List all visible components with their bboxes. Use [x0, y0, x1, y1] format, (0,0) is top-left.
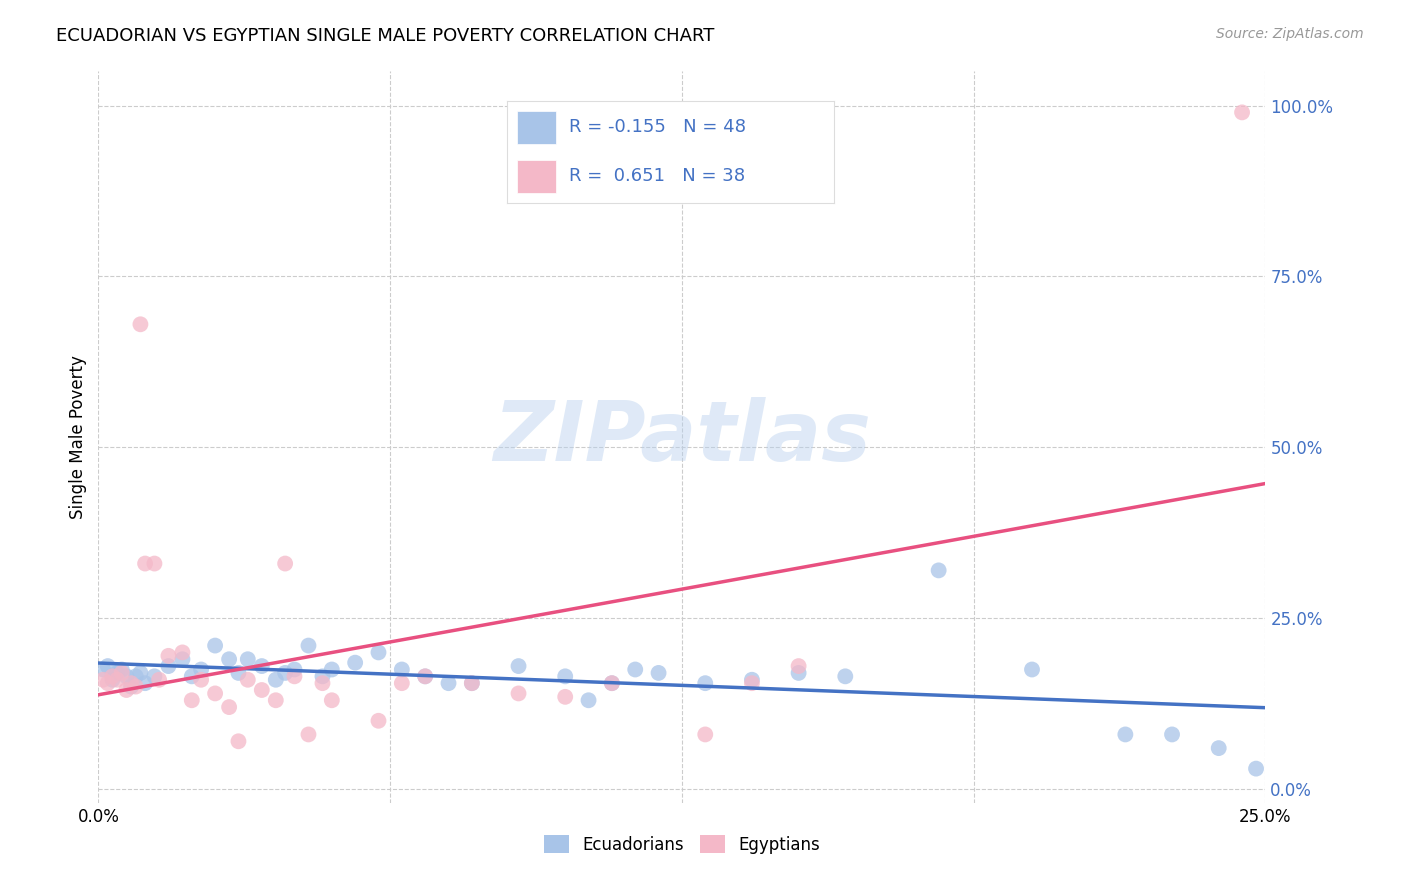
Point [218, 652, 240, 666]
Point [250, 683, 273, 698]
Point [367, 645, 389, 659]
Point [600, 676, 623, 690]
Point [148, 673, 170, 687]
Point [624, 663, 647, 677]
Point [391, 676, 413, 690]
Point [190, 663, 212, 677]
Point [283, 669, 305, 683]
Point [578, 693, 600, 707]
Point [172, 645, 194, 659]
Point [1230, 105, 1253, 120]
FancyBboxPatch shape [516, 160, 555, 193]
Text: ECUADORIAN VS EGYPTIAN SINGLE MALE POVERTY CORRELATION CHART: ECUADORIAN VS EGYPTIAN SINGLE MALE POVER… [56, 27, 714, 45]
FancyBboxPatch shape [516, 111, 555, 144]
Point [228, 665, 250, 680]
Text: R =  0.651   N = 38: R = 0.651 N = 38 [569, 168, 745, 186]
Point [274, 665, 297, 680]
Point [143, 557, 166, 571]
Point [311, 669, 333, 683]
Point [115, 669, 138, 683]
Point [413, 669, 436, 683]
Point [204, 639, 226, 653]
Point [125, 669, 148, 683]
Point [97, 659, 120, 673]
Point [190, 673, 212, 687]
Point [172, 652, 194, 666]
Text: R = -0.155   N = 48: R = -0.155 N = 48 [569, 119, 747, 136]
Point [134, 557, 156, 571]
Point [928, 563, 950, 577]
Point [180, 693, 202, 707]
Point [834, 669, 856, 683]
Point [134, 676, 156, 690]
Point [787, 659, 810, 673]
Point [321, 663, 343, 677]
Point [264, 673, 287, 687]
Text: Source: ZipAtlas.com: Source: ZipAtlas.com [1216, 27, 1364, 41]
Point [111, 663, 134, 677]
Y-axis label: Single Male Poverty: Single Male Poverty [69, 355, 87, 519]
Point [344, 656, 367, 670]
Point [283, 663, 305, 677]
Legend: Ecuadorians, Egyptians: Ecuadorians, Egyptians [537, 829, 827, 860]
Point [297, 639, 319, 653]
Point [741, 673, 763, 687]
Point [1021, 663, 1043, 677]
Text: ZIPatlas: ZIPatlas [494, 397, 870, 477]
Point [120, 680, 142, 694]
Point [1114, 727, 1136, 741]
Point [143, 669, 166, 683]
Point [321, 693, 343, 707]
Point [311, 676, 333, 690]
Point [91, 673, 114, 687]
Point [695, 727, 717, 741]
Point [1208, 741, 1230, 756]
Point [180, 669, 202, 683]
Point [236, 652, 259, 666]
Point [647, 665, 669, 680]
Point [91, 663, 114, 677]
Point [508, 659, 530, 673]
Point [157, 648, 180, 663]
Point [129, 665, 152, 680]
Point [125, 680, 148, 694]
Point [297, 727, 319, 741]
Point [1244, 762, 1267, 776]
Point [391, 663, 413, 677]
Point [111, 665, 134, 680]
Point [437, 676, 460, 690]
Point [236, 673, 259, 687]
Point [367, 714, 389, 728]
Point [1161, 727, 1184, 741]
Point [250, 659, 273, 673]
Point [204, 686, 226, 700]
Point [461, 676, 484, 690]
Point [600, 676, 623, 690]
Point [101, 673, 124, 687]
Point [129, 318, 152, 332]
Point [120, 676, 142, 690]
Point [461, 676, 484, 690]
Point [157, 659, 180, 673]
Point [413, 669, 436, 683]
Point [105, 673, 128, 687]
Point [264, 693, 287, 707]
Point [115, 683, 138, 698]
Point [695, 676, 717, 690]
Point [787, 665, 810, 680]
Point [218, 700, 240, 714]
Point [228, 734, 250, 748]
Point [554, 669, 576, 683]
Point [508, 686, 530, 700]
Point [105, 665, 128, 680]
Point [101, 669, 124, 683]
Point [741, 676, 763, 690]
Point [554, 690, 576, 704]
Point [274, 557, 297, 571]
Point [97, 676, 120, 690]
